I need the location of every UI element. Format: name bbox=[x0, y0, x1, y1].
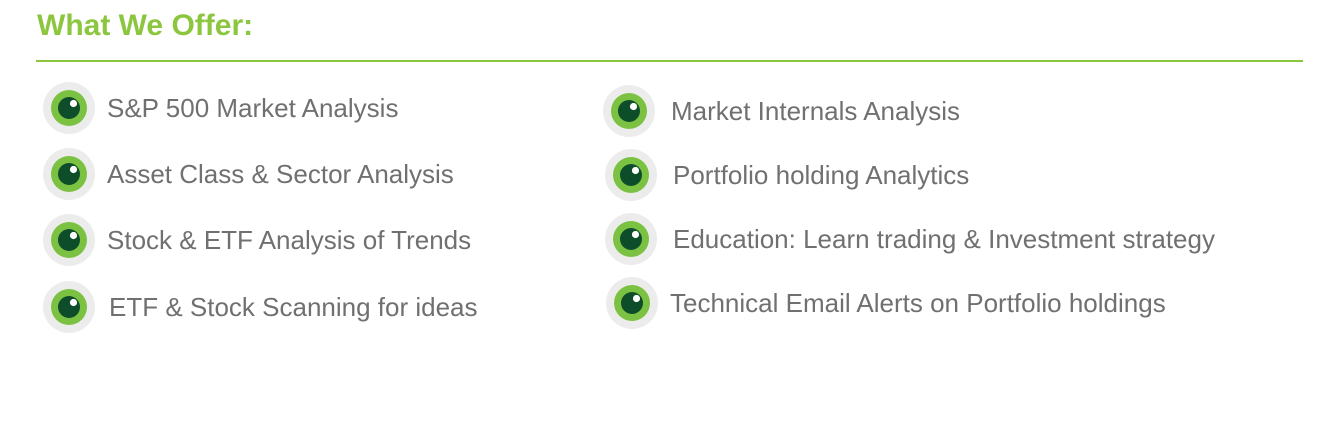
eye-bullet-icon bbox=[604, 148, 658, 202]
eye-bullet-icon bbox=[602, 84, 656, 138]
offer-item-asset-class: Asset Class & Sector Analysis bbox=[42, 147, 454, 201]
offer-label: ETF & Stock Scanning for ideas bbox=[109, 291, 478, 322]
offer-item-trends: Stock & ETF Analysis of Trends bbox=[42, 213, 471, 267]
eye-bullet-icon bbox=[42, 280, 96, 334]
page-title: What We Offer: bbox=[37, 9, 254, 42]
offer-item-portfolio-analytics: Portfolio holding Analytics bbox=[604, 148, 969, 202]
offer-label: Asset Class & Sector Analysis bbox=[107, 158, 454, 189]
title-divider bbox=[36, 60, 1303, 62]
offer-label: Stock & ETF Analysis of Trends bbox=[107, 224, 472, 255]
offer-label: Market Internals Analysis bbox=[671, 95, 961, 126]
eye-bullet-icon bbox=[605, 276, 659, 330]
offer-item-scanning: ETF & Stock Scanning for ideas bbox=[42, 280, 478, 334]
eye-bullet-icon bbox=[42, 213, 96, 267]
offer-label: Portfolio holding Analytics bbox=[673, 159, 970, 190]
eye-bullet-icon bbox=[42, 81, 96, 135]
eye-bullet-icon bbox=[42, 147, 96, 201]
offer-label: Technical Email Alerts on Portfolio hold… bbox=[670, 287, 1166, 318]
offer-item-education: Education: Learn trading & Investment st… bbox=[604, 212, 1215, 266]
offer-item-sp500: S&P 500 Market Analysis bbox=[42, 81, 398, 135]
offer-label: Education: Learn trading & Investment st… bbox=[673, 223, 1215, 254]
offer-label: S&P 500 Market Analysis bbox=[107, 92, 399, 123]
offer-item-market-internals: Market Internals Analysis bbox=[602, 84, 960, 138]
offer-item-email-alerts: Technical Email Alerts on Portfolio hold… bbox=[605, 276, 1166, 330]
eye-bullet-icon bbox=[604, 212, 658, 266]
